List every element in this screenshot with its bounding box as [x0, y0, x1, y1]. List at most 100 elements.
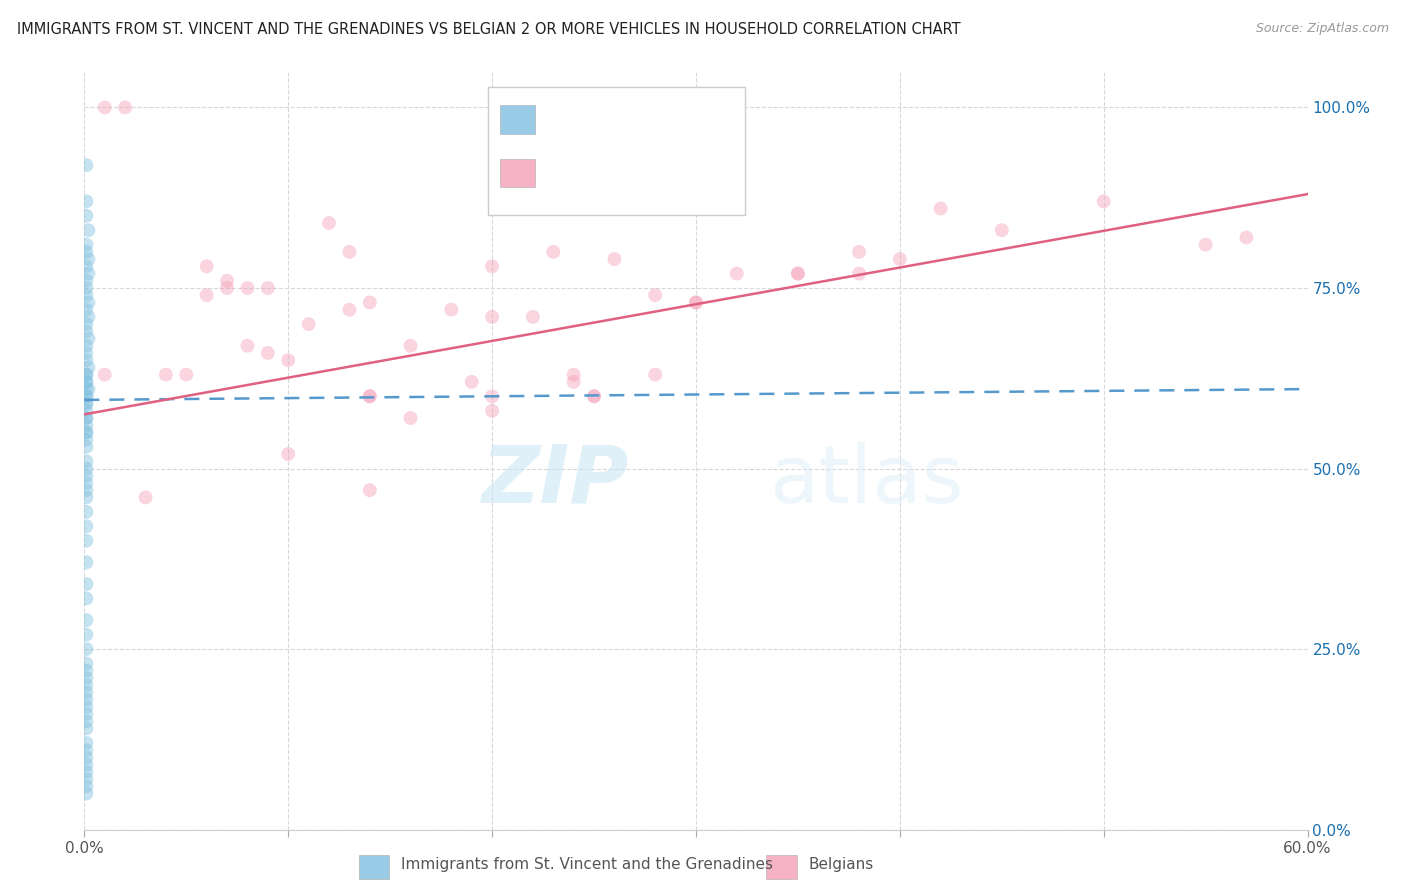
Point [75, 324, 97, 338]
Point [75, 736, 97, 750]
Point [298, 317, 321, 331]
Text: Source: ZipAtlas.com: Source: ZipAtlas.com [1256, 22, 1389, 36]
Point [399, 411, 422, 425]
Point [75, 779, 97, 793]
Point [339, 302, 361, 317]
Point [359, 389, 381, 403]
Point [75, 722, 97, 736]
Point [685, 295, 707, 310]
Point [75, 743, 97, 757]
Point [75, 772, 97, 786]
Point [77, 252, 100, 266]
Point [75, 411, 97, 425]
Point [75, 577, 97, 591]
Point [461, 375, 484, 389]
Text: R =: R = [547, 163, 588, 181]
Point [75, 209, 97, 223]
Point [644, 288, 666, 302]
Point [481, 260, 503, 274]
Point [75, 591, 97, 606]
Point [75, 764, 97, 779]
Point [77, 223, 100, 237]
FancyBboxPatch shape [488, 87, 745, 216]
Point [75, 403, 97, 417]
Point [77, 332, 100, 346]
Point [359, 295, 381, 310]
Point [75, 475, 97, 490]
Point [75, 317, 97, 331]
Point [75, 411, 97, 425]
Point [583, 389, 606, 403]
Point [75, 368, 97, 382]
Point [75, 353, 97, 368]
Point [991, 223, 1014, 237]
FancyBboxPatch shape [501, 105, 534, 135]
Point [277, 447, 299, 461]
Point [77, 382, 100, 396]
Point [75, 425, 97, 440]
Point [75, 389, 97, 403]
Text: 0.564: 0.564 [589, 163, 647, 181]
Point [75, 281, 97, 295]
Point [75, 699, 97, 714]
Point [217, 281, 239, 295]
Point [75, 519, 97, 533]
Point [257, 346, 280, 360]
Point [75, 433, 97, 447]
Point [77, 360, 100, 375]
Point [195, 288, 218, 302]
Text: Belgians: Belgians [808, 856, 873, 871]
Point [75, 678, 97, 692]
Point [562, 375, 585, 389]
Point [75, 339, 97, 353]
Point [481, 403, 503, 417]
Text: R =: R = [547, 110, 588, 128]
Point [848, 267, 870, 281]
Point [75, 454, 97, 468]
Point [562, 368, 585, 382]
FancyBboxPatch shape [766, 855, 797, 879]
Point [75, 288, 97, 302]
Point [75, 302, 97, 317]
Point [318, 216, 340, 230]
Point [236, 281, 259, 295]
Point [75, 692, 97, 706]
Text: atlas: atlas [769, 442, 963, 520]
Text: 0.021: 0.021 [589, 110, 647, 128]
Point [75, 382, 97, 396]
Point [583, 389, 606, 403]
Point [135, 491, 157, 505]
Point [75, 491, 97, 505]
Point [75, 274, 97, 288]
Point [217, 274, 239, 288]
Point [75, 375, 97, 389]
Point [75, 237, 97, 252]
Point [75, 750, 97, 764]
Point [644, 368, 666, 382]
Point [75, 440, 97, 454]
Point [75, 505, 97, 519]
Point [889, 252, 911, 266]
Point [75, 244, 97, 259]
Point [359, 389, 381, 403]
Point [75, 461, 97, 475]
Point [77, 267, 100, 281]
Point [75, 468, 97, 483]
Point [75, 664, 97, 678]
Point [75, 757, 97, 772]
Point [75, 260, 97, 274]
Point [75, 706, 97, 721]
Point [236, 339, 259, 353]
Point [75, 714, 97, 729]
Point [75, 555, 97, 569]
Point [257, 281, 280, 295]
Point [75, 787, 97, 801]
FancyBboxPatch shape [359, 855, 389, 879]
Point [75, 685, 97, 699]
Text: Immigrants from St. Vincent and the Grenadines: Immigrants from St. Vincent and the Gren… [401, 856, 773, 871]
Point [848, 244, 870, 259]
Point [77, 310, 100, 324]
Text: 54: 54 [688, 163, 713, 181]
Point [339, 244, 361, 259]
Point [481, 310, 503, 324]
